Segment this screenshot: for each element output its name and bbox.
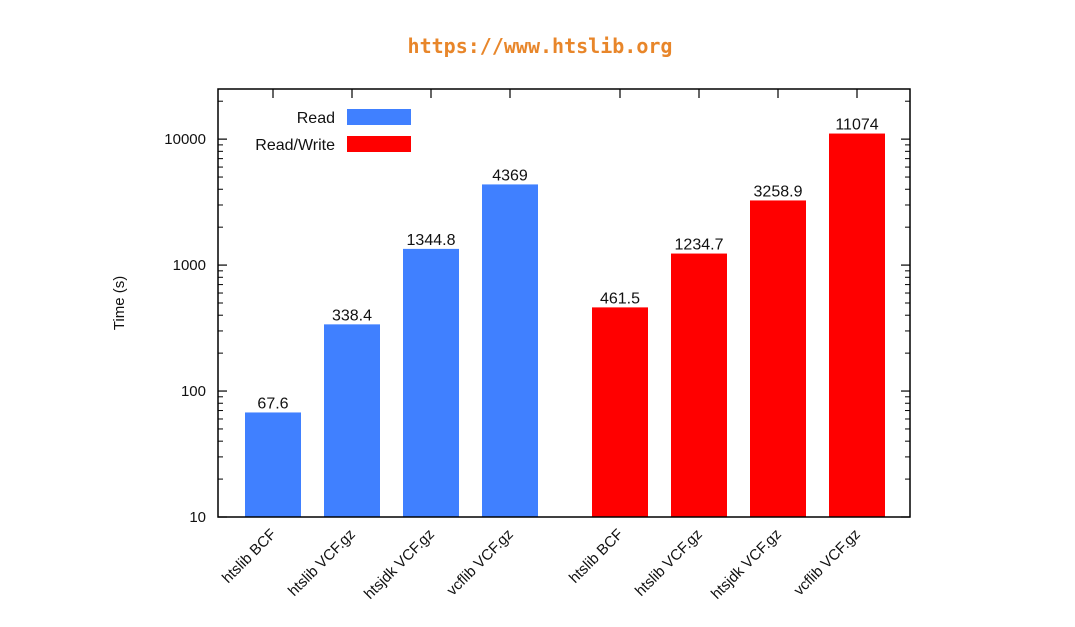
bar: [671, 253, 727, 518]
legend: Read Read/Write: [255, 109, 411, 154]
x-tick-label: vcflib VCF.gz: [790, 526, 863, 599]
bar: [245, 412, 301, 517]
x-tick-label: htslib VCF.gz: [632, 526, 706, 600]
source-url: https://www.htslib.org: [407, 34, 673, 58]
y-axis: 10 100 1000 10000: [164, 100, 910, 526]
bar-value-label: 1344.8: [407, 232, 456, 249]
bar: [592, 307, 648, 517]
x-tick-label: htslib VCF.gz: [285, 526, 359, 600]
x-tick-label: htsjdk VCF.gz: [361, 526, 438, 603]
x-tick-label: htslib BCF: [219, 526, 280, 587]
bar: [403, 248, 459, 517]
y-tick-label: 10000: [164, 131, 206, 148]
y-tick-label: 1000: [173, 257, 206, 274]
plot-frame: [217, 88, 911, 518]
bar-value-label: 4369: [492, 167, 528, 184]
legend-label: Read: [297, 110, 335, 127]
bar-value-label: 338.4: [332, 307, 372, 324]
bar: [482, 184, 538, 517]
y-axis-label: Time (s): [111, 276, 128, 330]
bar: [324, 324, 380, 517]
legend-label: Read/Write: [255, 137, 335, 154]
bar-value-label: 67.6: [257, 395, 288, 412]
legend-swatch: [347, 136, 411, 152]
bar: [829, 133, 885, 517]
y-tick-label: 100: [181, 383, 206, 400]
x-tick-label: htslib BCF: [566, 526, 627, 587]
x-tick-label: vcflib VCF.gz: [443, 526, 516, 599]
x-tick-label: htsjdk VCF.gz: [708, 526, 785, 603]
bars: 67.6 338.4 1344.8 4369 461.5 1234.7 3258.9 1107…: [245, 117, 885, 518]
bar-value-label: 3258.9: [754, 183, 803, 200]
bar: [750, 200, 806, 518]
y-tick-label: 10: [189, 509, 206, 526]
bar-value-label: 461.5: [600, 290, 640, 307]
bar-value-label: 11074: [835, 117, 878, 134]
legend-swatch: [347, 109, 411, 125]
bar-value-label: 1234.7: [675, 237, 724, 254]
